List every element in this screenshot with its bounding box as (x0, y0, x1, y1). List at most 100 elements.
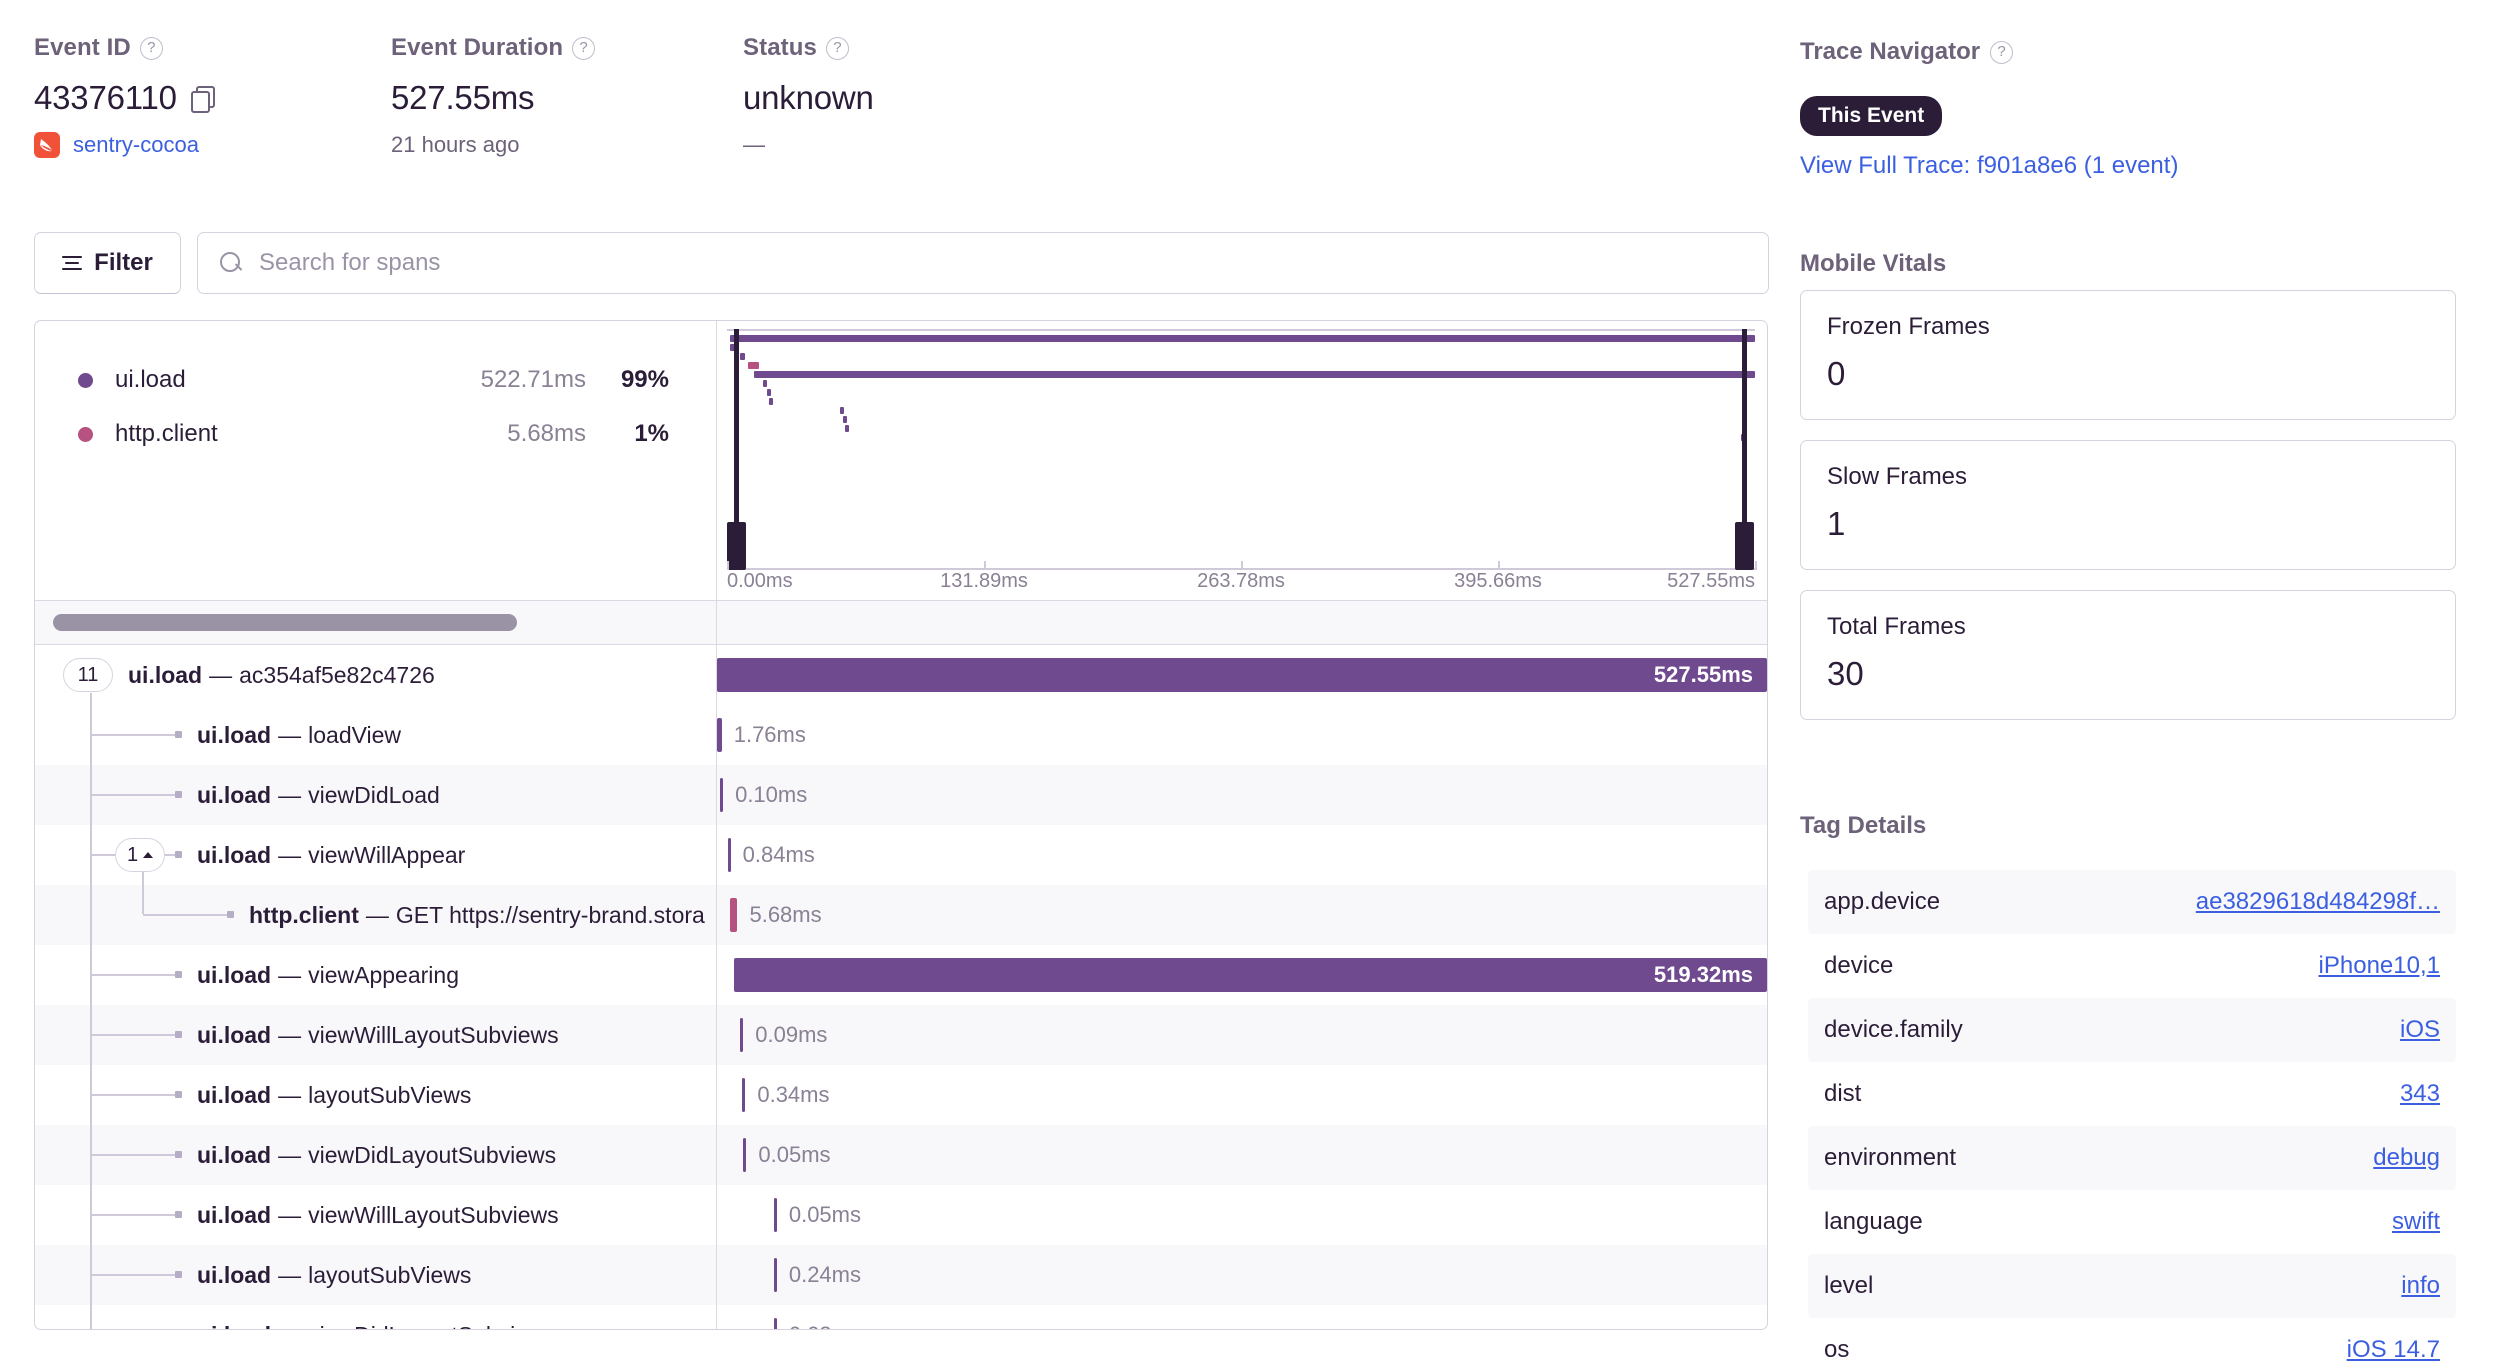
span-row-label-cell[interactable]: ui.load—viewDidLayoutSubviews (35, 1305, 717, 1330)
span-row[interactable]: ui.load — viewAppearing 519.32ms (35, 945, 1767, 1005)
span-row[interactable]: ui.load — viewDidLayoutSubviews 0.05ms (35, 1125, 1767, 1185)
minimap-left-handle[interactable] (734, 329, 739, 570)
tag-value[interactable]: info (2401, 1272, 2440, 1299)
tree-connector (91, 1034, 175, 1036)
span-row[interactable]: ui.load — layoutSubViews 0.34ms (35, 1065, 1767, 1125)
filter-button[interactable]: Filter (34, 232, 181, 294)
span-row[interactable]: ui.load — viewWillLayoutSubviews 0.09ms (35, 1005, 1767, 1065)
tag-row[interactable]: device iPhone10,1 (1808, 934, 2456, 998)
tag-row[interactable]: device.family iOS (1808, 998, 2456, 1062)
span-row[interactable]: ui.load — loadView 1.76ms (35, 705, 1767, 765)
span-row[interactable]: ui.load — layoutSubViews 0.24ms (35, 1245, 1767, 1305)
tag-key: app.device (1824, 888, 1941, 915)
span-row-bar-cell[interactable]: 0.84ms (717, 825, 1767, 885)
span-op: ui.load (197, 781, 272, 808)
scrollbar-thumb[interactable] (53, 614, 517, 631)
span-duration-bar (773, 1258, 777, 1292)
span-row-bar-cell[interactable]: 0.09ms (717, 1005, 1767, 1065)
tag-value[interactable]: iOS (2399, 1016, 2440, 1043)
span-row-bar-cell[interactable]: 0.05ms (717, 1185, 1767, 1245)
minimap-left-grip[interactable] (727, 522, 746, 570)
help-icon[interactable]: ? (825, 36, 849, 60)
tag-row[interactable]: environment debug (1808, 1126, 2456, 1190)
tree-connector (91, 794, 175, 796)
span-row[interactable]: ui.load — ac354af5e82c4726 11 527.55ms (35, 645, 1767, 705)
span-row-bar-cell[interactable]: 0.03ms (717, 1305, 1767, 1329)
search-input[interactable] (259, 249, 1746, 277)
op-row[interactable]: ui.load 522.71ms 99% (78, 353, 716, 407)
copy-icon[interactable] (190, 86, 215, 113)
tag-row[interactable]: os iOS 14.7 (1808, 1318, 2456, 1366)
span-row-bar-cell[interactable]: 0.34ms (717, 1065, 1767, 1125)
span-duration-bar (729, 898, 738, 932)
scrollbar-track[interactable] (35, 601, 717, 644)
span-child-count-pill[interactable]: 11 (63, 658, 113, 692)
help-icon[interactable]: ? (139, 36, 163, 60)
view-full-trace-link[interactable]: View Full Trace: f901a8e6 (1 event) (1800, 152, 2179, 179)
span-separator: — (365, 901, 389, 928)
span-row-label-cell[interactable]: ui.load — viewAppearing (35, 945, 717, 1005)
tag-value[interactable]: debug (2373, 1144, 2440, 1171)
ops-breakdown: ui.load 522.71ms 99% http.client 5.68ms … (35, 321, 717, 600)
tag-value[interactable]: iOS 14.7 (2346, 1336, 2440, 1363)
span-row-label-cell[interactable]: ui.load — viewWillAppear 1 (35, 825, 717, 885)
tag-value[interactable]: swift (2392, 1208, 2440, 1235)
minimap-bar (767, 389, 771, 396)
span-title: ui.load — viewDidLayoutSubviews (197, 1305, 556, 1330)
span-row-bar-cell[interactable]: 5.68ms (717, 885, 1767, 945)
span-description: GET https://sentry-brand.stora (395, 901, 705, 928)
minimap-header: ui.load 522.71ms 99% http.client 5.68ms … (35, 321, 1767, 601)
tag-value[interactable]: 343 (2399, 1080, 2440, 1107)
span-row-label-cell[interactable]: ui.load — viewWillLayoutSubviews (35, 1005, 717, 1065)
tree-connector (91, 1214, 175, 1216)
span-separator: — (278, 721, 302, 748)
span-row[interactable]: http.client — GET https://sentry-brand.sto… (35, 885, 1767, 945)
op-row[interactable]: http.client 5.68ms 1% (78, 407, 716, 461)
tag-row[interactable]: dist 343 (1808, 1062, 2456, 1126)
span-row-label-cell[interactable]: ui.load — ac354af5e82c4726 11 (35, 645, 717, 705)
help-icon[interactable]: ? (572, 36, 596, 60)
span-row-bar-cell[interactable]: 0.05ms (717, 1125, 1767, 1185)
tag-row[interactable]: level info (1808, 1254, 2456, 1318)
span-row[interactable]: ui.load — viewDidLoad 0.10ms (35, 765, 1767, 825)
trace-minimap[interactable]: 0.00ms 131.89ms 263.78ms 395.66ms 527.55ms (717, 321, 1767, 600)
minimap-right-handle[interactable] (1742, 329, 1747, 570)
tag-value[interactable]: ae3829618d484298f… (2195, 888, 2440, 915)
span-duration-bar (773, 1318, 777, 1329)
tree-connector (91, 1094, 175, 1096)
this-event-badge[interactable]: This Event (1800, 96, 1943, 136)
span-row-bar-cell[interactable]: 519.32ms (717, 945, 1767, 1005)
span-row-bar-cell[interactable]: 0.24ms (717, 1245, 1767, 1305)
span-row-label-cell[interactable]: ui.load — viewWillLayoutSubviews (35, 1185, 717, 1245)
tag-row[interactable]: language swift (1808, 1190, 2456, 1254)
op-name: http.client (115, 420, 218, 447)
span-row[interactable]: ui.load — viewWillLayoutSubviews 0.05ms (35, 1185, 1767, 1245)
span-child-count-pill[interactable]: 1 (115, 838, 166, 872)
platform-link[interactable]: sentry-cocoa (73, 132, 199, 157)
axis-tick-label: 527.55ms (1667, 570, 1755, 592)
span-title: ui.load — loadView (197, 705, 401, 765)
help-icon[interactable]: ? (1990, 40, 2014, 64)
span-row-bar-cell[interactable]: 0.10ms (717, 765, 1767, 825)
axis-tick-label: 263.78ms (1197, 570, 1285, 592)
tree-node-dot (175, 1031, 182, 1038)
tag-value[interactable]: iPhone10,1 (2318, 952, 2440, 979)
span-row[interactable]: ui.load — viewWillAppear 1 0.84ms (35, 825, 1767, 885)
axis-tick-label: 395.66ms (1454, 570, 1542, 592)
span-row-label-cell[interactable]: ui.load — loadView (35, 705, 717, 765)
minimap-right-grip[interactable] (1735, 522, 1754, 570)
span-row-label-cell[interactable]: ui.load—viewDidLayoutSubviews (35, 1125, 717, 1185)
span-row-label-cell[interactable]: ui.load — layoutSubViews (35, 1065, 717, 1125)
span-row-label-cell[interactable]: ui.load — layoutSubViews (35, 1245, 717, 1305)
axis-tickmark (1241, 561, 1243, 570)
minimap-bar (730, 335, 1755, 342)
span-description: layoutSubViews (308, 1261, 472, 1288)
span-row-label-cell[interactable]: ui.load — viewDidLoad (35, 765, 717, 825)
span-op: ui.load (197, 1201, 272, 1228)
tag-row[interactable]: app.device ae3829618d484298f… (1808, 870, 2456, 934)
span-row-bar-cell[interactable]: 527.55ms (717, 645, 1767, 705)
span-row[interactable]: ui.load — viewDidLayoutSubviews 0.03ms (35, 1305, 1767, 1330)
span-row-label-cell[interactable]: http.client — GET https://sentry-brand.sto… (35, 885, 717, 945)
span-row-bar-cell[interactable]: 1.76ms (717, 705, 1767, 765)
search-box[interactable] (197, 232, 1769, 294)
